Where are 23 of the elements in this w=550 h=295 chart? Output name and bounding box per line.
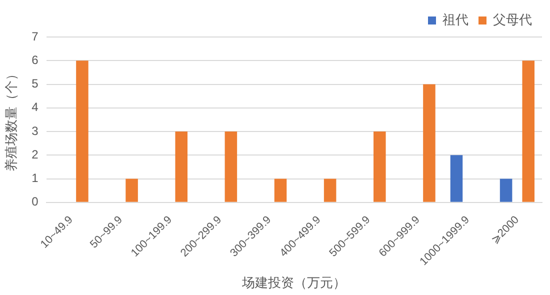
legend-label: 父母代 [493,12,532,28]
bar [126,178,138,202]
y-tick-label: 2 [32,147,39,162]
bar [76,60,88,202]
bar [324,178,336,202]
bar [175,132,188,202]
y-axis-title: 养殖场数量（个） [3,68,18,172]
y-tick-label: 7 [32,29,39,44]
bar [374,132,386,202]
y-tick-label: 1 [32,171,39,186]
legend-label: 祖代 [442,12,468,28]
bar [423,84,436,202]
y-tick-label: 0 [32,194,39,209]
bar [500,178,512,202]
y-tick-label: 3 [32,124,39,138]
bar [224,132,238,202]
x-axis-title: 场建投资（万元） [241,274,346,290]
y-tick-label: 5 [32,76,39,91]
y-tick-label: 4 [32,100,39,114]
y-tick-label: 6 [32,52,39,67]
bar [522,60,534,202]
bar [274,178,287,202]
bar [450,155,463,202]
